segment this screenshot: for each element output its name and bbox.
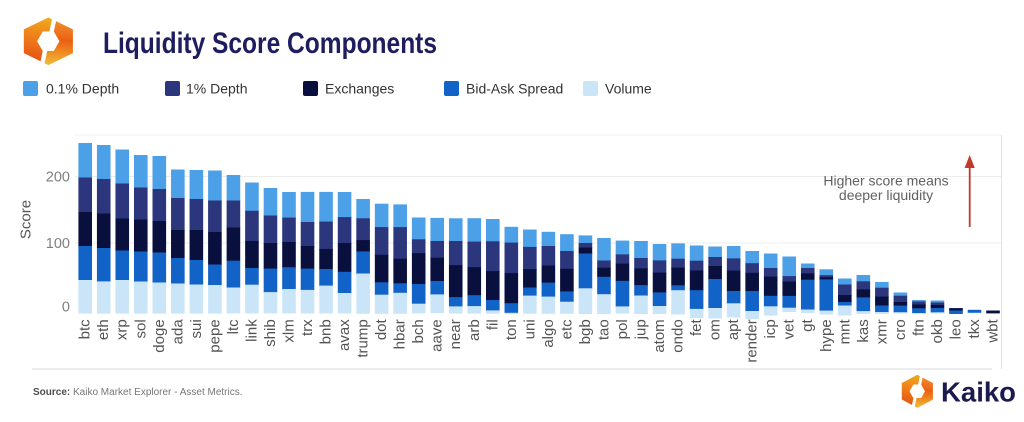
svg-text:sol: sol bbox=[132, 319, 149, 338]
svg-text:cro: cro bbox=[892, 319, 909, 340]
svg-text:xlm: xlm bbox=[281, 319, 298, 342]
svg-text:Source: Kaiko Market Explorer: Source: Kaiko Market Explorer - Asset Me… bbox=[33, 387, 243, 398]
svg-text:aave: aave bbox=[429, 319, 446, 352]
svg-text:deeper liquidity: deeper liquidity bbox=[839, 187, 933, 203]
svg-text:trx: trx bbox=[299, 319, 316, 336]
svg-text:hype: hype bbox=[818, 319, 835, 352]
svg-text:hbar: hbar bbox=[392, 319, 409, 349]
svg-text:arb: arb bbox=[466, 319, 483, 341]
svg-text:apt: apt bbox=[725, 318, 742, 340]
svg-text:ton: ton bbox=[503, 319, 520, 340]
svg-text:tkx: tkx bbox=[966, 319, 983, 339]
svg-text:doge: doge bbox=[151, 319, 168, 352]
svg-text:mnt: mnt bbox=[836, 318, 853, 344]
svg-text:bnb: bnb bbox=[318, 319, 335, 344]
svg-text:pepe: pepe bbox=[206, 319, 223, 352]
svg-text:vet: vet bbox=[781, 318, 798, 339]
svg-text:200: 200 bbox=[46, 170, 70, 186]
svg-text:sui: sui bbox=[188, 319, 205, 338]
svg-text:kas: kas bbox=[855, 319, 872, 342]
svg-text:om: om bbox=[707, 319, 724, 340]
svg-text:near: near bbox=[447, 319, 464, 349]
svg-text:ondo: ondo bbox=[670, 319, 687, 352]
svg-text:trump: trump bbox=[355, 319, 372, 357]
svg-text:uni: uni bbox=[521, 319, 538, 339]
svg-text:btc: btc bbox=[77, 319, 94, 340]
svg-text:etc: etc bbox=[558, 319, 575, 340]
svg-text:100: 100 bbox=[46, 236, 70, 252]
svg-text:Exchanges: Exchanges bbox=[325, 81, 394, 97]
svg-text:dot: dot bbox=[373, 318, 390, 340]
svg-text:atom: atom bbox=[651, 319, 668, 352]
svg-text:ftn: ftn bbox=[910, 319, 927, 336]
svg-text:xrp: xrp bbox=[114, 319, 131, 340]
svg-text:Liquidity Score Components: Liquidity Score Components bbox=[103, 27, 437, 60]
svg-text:0.1% Depth: 0.1% Depth bbox=[46, 81, 119, 97]
svg-text:ltc: ltc bbox=[225, 319, 242, 335]
svg-text:icp: icp bbox=[762, 319, 779, 338]
svg-text:leo: leo bbox=[947, 319, 964, 339]
svg-text:pol: pol bbox=[614, 319, 631, 339]
svg-text:avax: avax bbox=[336, 319, 353, 351]
svg-text:algo: algo bbox=[540, 319, 557, 347]
svg-text:fil: fil bbox=[484, 319, 501, 330]
svg-text:tao: tao bbox=[595, 319, 612, 340]
svg-text:0: 0 bbox=[62, 300, 70, 316]
svg-text:bch: bch bbox=[410, 319, 427, 343]
svg-text:Volume: Volume bbox=[605, 81, 652, 97]
svg-text:wbt: wbt bbox=[985, 318, 1002, 343]
svg-text:fet: fet bbox=[688, 318, 705, 336]
svg-text:Kaiko: Kaiko bbox=[941, 377, 1016, 408]
svg-text:Bid-Ask Spread: Bid-Ask Spread bbox=[466, 81, 563, 97]
svg-text:Score: Score bbox=[18, 200, 35, 239]
svg-text:1% Depth: 1% Depth bbox=[186, 81, 247, 97]
svg-text:bgb: bgb bbox=[577, 319, 594, 344]
svg-text:gt: gt bbox=[799, 318, 816, 331]
svg-text:shib: shib bbox=[262, 319, 279, 347]
svg-text:ada: ada bbox=[169, 319, 186, 345]
svg-text:link: link bbox=[243, 319, 260, 342]
svg-text:Higher score means: Higher score means bbox=[823, 173, 948, 189]
svg-text:xmr: xmr bbox=[873, 319, 890, 344]
svg-text:render: render bbox=[744, 319, 761, 362]
svg-text:jup: jup bbox=[633, 319, 650, 340]
svg-text:okb: okb bbox=[929, 319, 946, 343]
svg-text:eth: eth bbox=[95, 319, 112, 340]
